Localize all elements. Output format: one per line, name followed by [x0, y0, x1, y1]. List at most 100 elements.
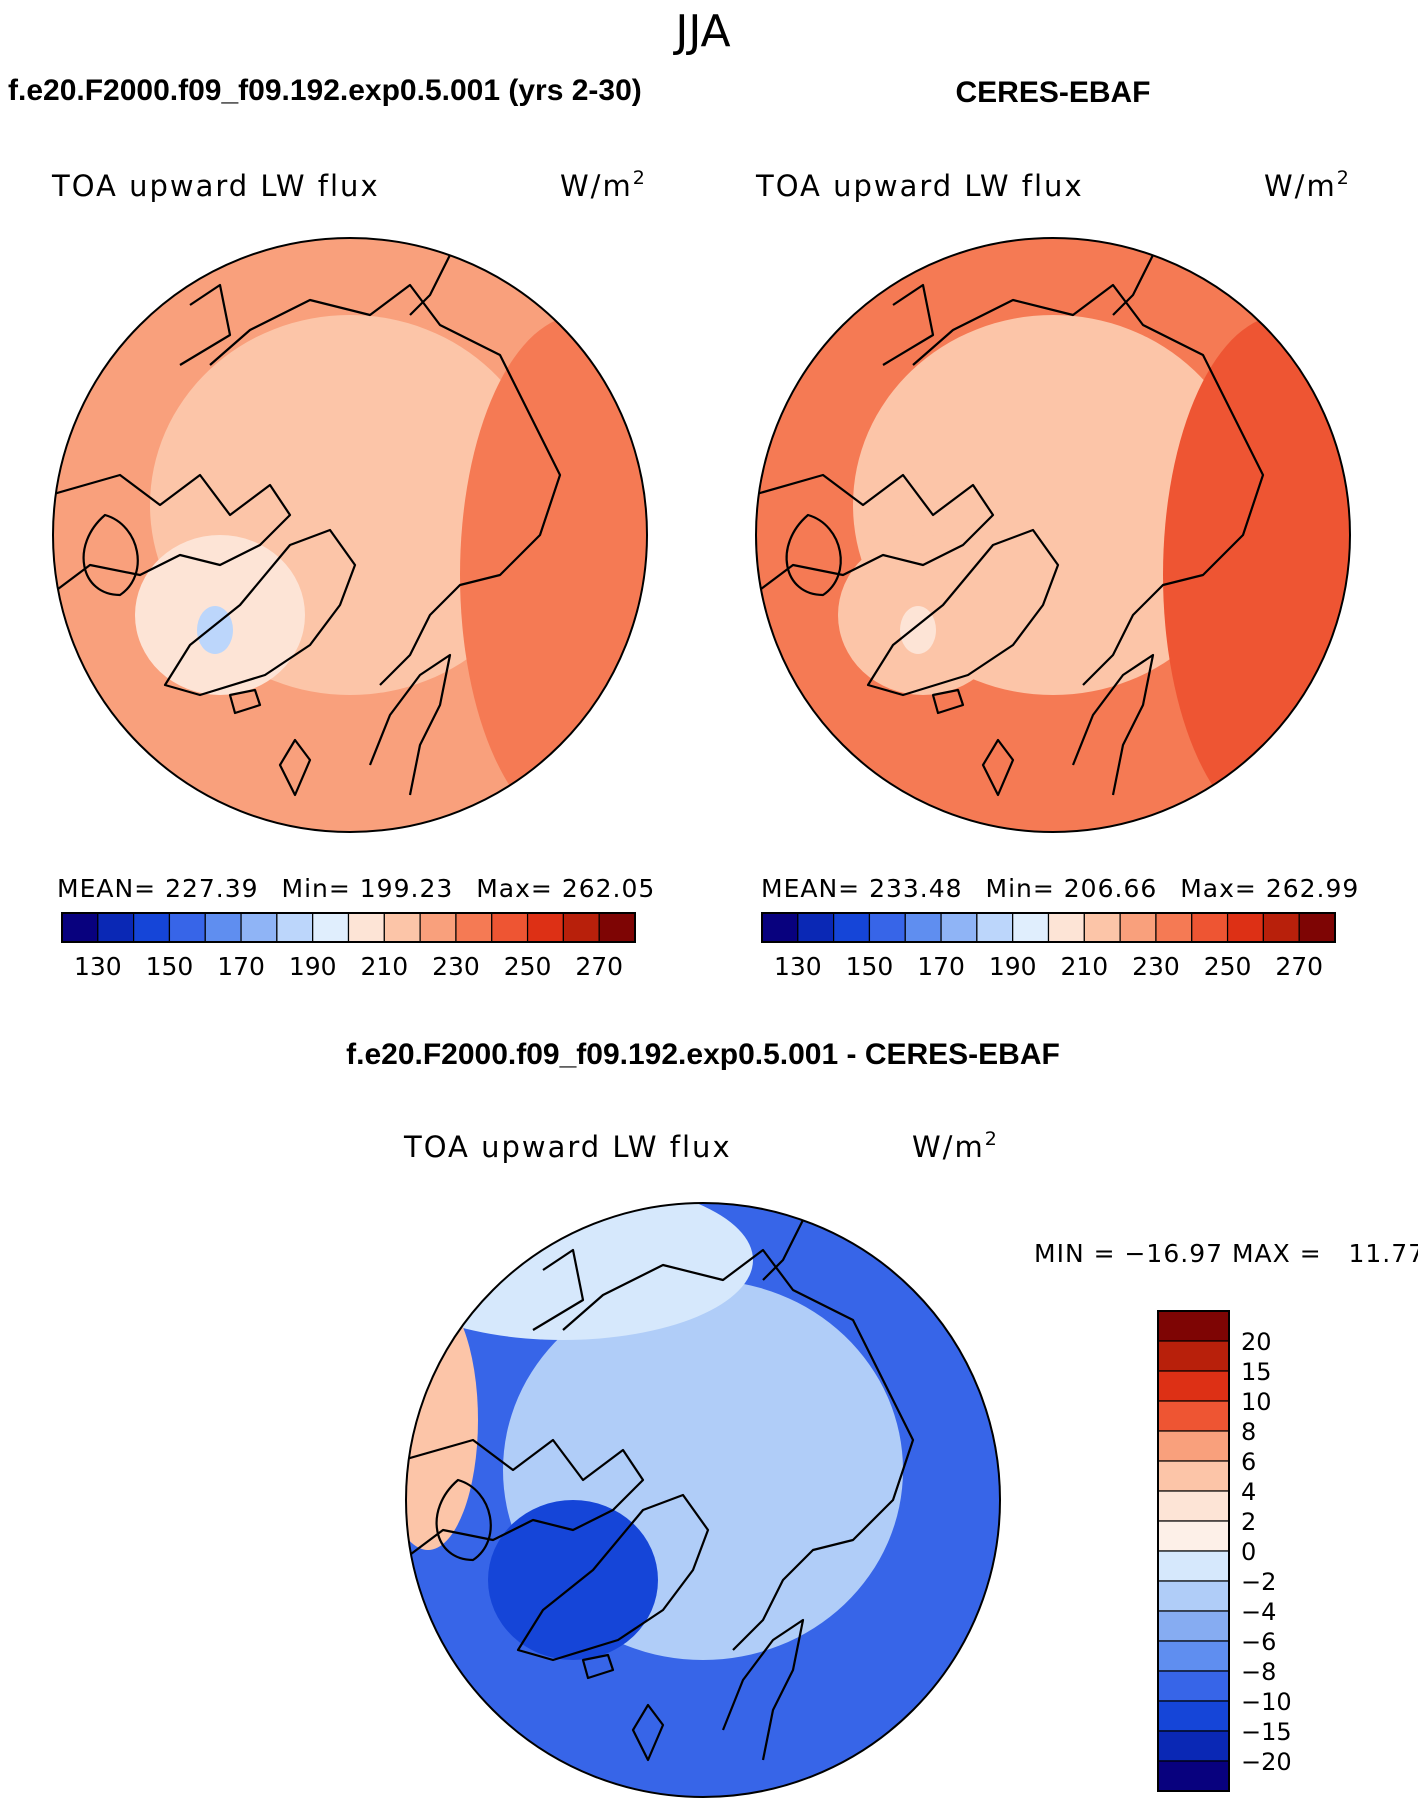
colorbar-tick-label: 10 — [1241, 1388, 1272, 1416]
diff-map-frame — [405, 1202, 1001, 1798]
colorbar-tick-label: 270 — [1275, 952, 1323, 981]
colorbar-swatch — [1119, 912, 1157, 943]
colorbar-swatch — [868, 912, 906, 943]
colorbar-swatch — [598, 912, 636, 943]
diff-field-title: TOA upward LW flux — [403, 1130, 732, 1164]
colorbar-swatch — [204, 912, 242, 943]
coastline — [368, 653, 452, 796]
colorbar-tick-label: 130 — [774, 952, 822, 981]
colorbar-swatch — [491, 912, 529, 943]
colorbar-swatch — [97, 912, 135, 943]
colorbar-swatch — [1157, 1490, 1230, 1522]
colorbar-tick-label: 8 — [1241, 1418, 1256, 1446]
colorbar-tick-label: 210 — [360, 952, 408, 981]
coastline — [631, 1703, 665, 1762]
colorbar-swatch — [383, 912, 421, 943]
colorbar-tick-label: 20 — [1241, 1328, 1272, 1356]
model-stats: MEAN= 227.39 Min= 199.23 Max= 262.05 — [57, 874, 655, 903]
colorbar-swatch — [1157, 1700, 1230, 1732]
colorbar-swatch — [1157, 1760, 1230, 1792]
model-field-title: TOA upward LW flux — [51, 169, 380, 203]
colorbar-swatch — [61, 912, 99, 943]
colorbar-frame — [61, 912, 636, 943]
coastline — [209, 283, 562, 686]
colorbar-swatch — [455, 912, 493, 943]
colorbar-swatch — [276, 912, 314, 943]
colorbar-swatch — [1157, 1550, 1230, 1582]
colorbar-swatch — [1157, 1430, 1230, 1462]
map-region-greenland-summit — [900, 606, 936, 654]
colorbar-frame — [761, 912, 1336, 943]
colorbar-swatch — [133, 912, 171, 943]
colorbar-swatch — [1083, 912, 1121, 943]
coastline — [721, 1618, 805, 1761]
colorbar-tick-label: 6 — [1241, 1448, 1256, 1476]
coastline — [278, 738, 312, 797]
obs-field-title: TOA upward LW flux — [755, 169, 1084, 203]
map-region-greenland-summit — [197, 606, 233, 654]
colorbar-tick-label: 170 — [217, 952, 265, 981]
model-panel-header: f.e20.F2000.f09_f09.192.exp0.5.001 (yrs … — [8, 74, 642, 107]
model-colorbar: 130 150 170 190 210 230 250 270 — [61, 912, 636, 981]
coastline — [532, 1248, 585, 1331]
colorbar-swatch — [1157, 1310, 1230, 1342]
colorbar-swatch — [1155, 912, 1193, 943]
colorbar-tick-label: 210 — [1060, 952, 1108, 981]
coastline — [581, 1653, 615, 1680]
obs-units: W/m2 — [1264, 167, 1351, 203]
colorbar-tick-label: 250 — [504, 952, 552, 981]
coastline — [82, 513, 139, 597]
obs-colorbar: 130 150 170 190 210 230 250 270 — [761, 912, 1336, 981]
colorbar-tick-label: 250 — [1204, 952, 1252, 981]
model-map-frame — [52, 237, 648, 833]
coastline — [866, 528, 1060, 697]
colorbar-swatch — [1157, 1730, 1230, 1762]
colorbar-swatch — [1226, 912, 1264, 943]
colorbar-tick-label: −15 — [1241, 1718, 1292, 1746]
colorbar-swatch — [240, 912, 278, 943]
colorbar-tick-label: 170 — [917, 952, 965, 981]
coastline — [912, 283, 1265, 686]
colorbar-swatch — [526, 912, 564, 943]
coastline — [435, 1478, 492, 1562]
colorbar-swatch — [1012, 912, 1050, 943]
model-units: W/m2 — [560, 167, 647, 203]
diff-minmax: MIN = −16.97 MAX = 11.77 — [1034, 1239, 1418, 1268]
colorbar-tick-label: −4 — [1241, 1598, 1276, 1626]
colorbar-tick-label: 230 — [1132, 952, 1180, 981]
colorbar-swatch — [1157, 1400, 1230, 1432]
colorbar-swatch — [312, 912, 350, 943]
colorbar-tick-label: 15 — [1241, 1358, 1272, 1386]
colorbar-tick-label: 190 — [989, 952, 1037, 981]
colorbar-swatch — [419, 912, 457, 943]
colorbar-swatch — [1157, 1610, 1230, 1642]
colorbar-tick-label: −10 — [1241, 1688, 1292, 1716]
colorbar-swatch — [976, 912, 1014, 943]
obs-panel-header: CERES-EBAF — [955, 76, 1150, 109]
colorbar-swatch — [1157, 1580, 1230, 1612]
map-region-greenland — [488, 1500, 658, 1660]
coastline — [228, 688, 262, 715]
colorbar-tick-label: −6 — [1241, 1628, 1276, 1656]
coastline — [785, 513, 842, 597]
colorbar-swatch — [1157, 1340, 1230, 1372]
coastline — [516, 1493, 710, 1662]
colorbar-tick-label: 150 — [146, 952, 194, 981]
coastline — [1112, 254, 1154, 316]
colorbar-swatch — [168, 912, 206, 943]
colorbar-swatch — [1262, 912, 1300, 943]
coastline — [406, 1438, 645, 1561]
colorbar-swatch — [797, 912, 835, 943]
colorbar-swatch — [1157, 1370, 1230, 1402]
diff-panel-header: f.e20.F2000.f09_f09.192.exp0.5.001 - CER… — [346, 1038, 1060, 1071]
coastline — [1071, 653, 1155, 796]
colorbar-swatch — [562, 912, 600, 943]
diff-polar-map — [406, 1203, 1000, 1797]
colorbar-tick-label: 4 — [1241, 1478, 1256, 1506]
colorbar-frame — [1157, 1310, 1230, 1792]
colorbar-swatch — [1191, 912, 1229, 943]
colorbar-tick-label: 190 — [289, 952, 337, 981]
colorbar-tick-label: −8 — [1241, 1658, 1276, 1686]
